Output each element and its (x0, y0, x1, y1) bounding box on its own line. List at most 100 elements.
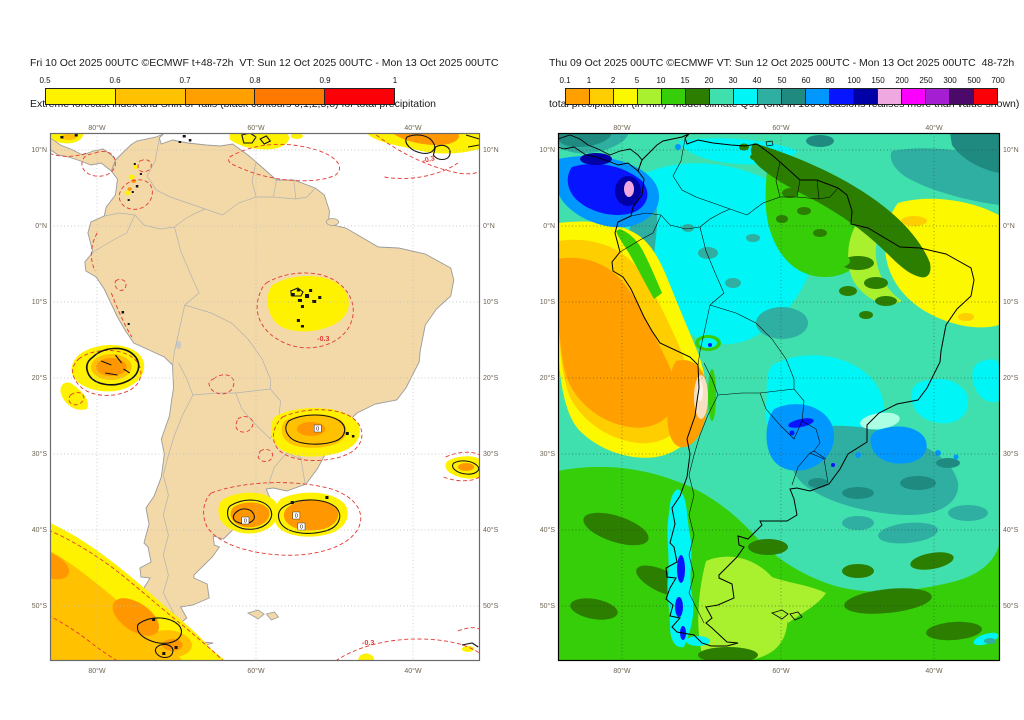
precip-tick: 60 (801, 76, 811, 85)
precip-tick: 250 (919, 76, 933, 85)
lon-tick: 40°W (925, 124, 943, 132)
efi-negative-contours (50, 134, 480, 661)
precip-tick: 50 (777, 76, 787, 85)
lon-tick: 80°W (613, 124, 631, 132)
lat-tick: 30°S (1003, 450, 1019, 458)
lat-tick: 50°S (32, 602, 48, 610)
precip-tick: 15 (680, 76, 690, 85)
axis-labels: 80°W 60°W 40°W 80°W 60°W 40°W 10°N 0°N 1… (31, 124, 498, 675)
lat-tick: 10°N (483, 146, 499, 154)
precip-tick: 500 (967, 76, 981, 85)
lon-tick: 40°W (404, 124, 422, 132)
lat-tick: 40°S (540, 526, 556, 534)
precip-tick: 80 (825, 76, 835, 85)
precip-colorbar-segment (733, 89, 757, 104)
lat-tick: 10°S (1003, 298, 1019, 306)
efi-tick: 1 (392, 76, 398, 85)
lat-tick: 20°S (32, 374, 48, 382)
precip-tick: 2 (610, 76, 616, 85)
contour-label: -0.3 (422, 155, 436, 165)
graticule (50, 133, 480, 661)
lat-tick: 30°S (540, 450, 556, 458)
lat-tick: 50°S (540, 602, 556, 610)
sot-zero-labels: 0 0 0 0 (241, 424, 322, 531)
efi-tick: 0.8 (249, 76, 261, 85)
precip-title-line1: Thu 09 Oct 2025 00UTC ©ECMWF VT: Sun 12 … (549, 57, 1015, 69)
precip-tick: 40 (752, 76, 762, 85)
precip-colorbar-ticks: 0.1 1 2 5 10 15 20 30 40 50 60 80 100 15… (559, 76, 1004, 86)
lat-tick: 30°S (32, 450, 48, 458)
efi-colorbar-ticks: 0.5 0.6 0.7 0.8 0.9 1 (39, 76, 398, 86)
efi-colorbar-segment (114, 89, 185, 104)
efi-tick: 0.7 (179, 76, 191, 85)
efi-colorbar-segment (46, 89, 115, 104)
lat-tick: 10°N (1003, 146, 1019, 154)
lat-tick: 0°N (543, 222, 555, 230)
lat-tick: 0°N (1003, 222, 1015, 230)
efi-tick: 0.6 (109, 76, 121, 85)
efi-title-line1: Fri 10 Oct 2025 00UTC ©ECMWF t+48-72h VT… (30, 57, 499, 69)
lon-tick: 80°W (88, 667, 106, 675)
precip-tick: 10 (656, 76, 666, 85)
efi-map: 0 0 0 0 -0.3 -0.3 -0.3 (31, 124, 498, 675)
lat-tick: 10°S (483, 298, 499, 306)
efi-shade-07 (50, 133, 475, 651)
precip-colorbar-segment (709, 89, 733, 104)
precip-tick: 100 (847, 76, 861, 85)
precip-tick: 5 (634, 76, 640, 85)
lon-tick: 80°W (613, 667, 631, 675)
efi-colorbar-segment (184, 89, 255, 104)
precip-colorbar-segment (973, 89, 997, 104)
precip-colorbar-segment (781, 89, 805, 104)
lat-tick: 40°S (32, 526, 48, 534)
sot-zero: 0 (316, 427, 319, 433)
precip-tick: 1 (586, 76, 592, 85)
precip-colorbar-segment (949, 89, 973, 104)
lat-tick: 0°N (35, 222, 47, 230)
precip-colorbar-segment (613, 89, 637, 104)
axis-labels: 80°W 60°W 40°W 80°W 60°W 40°W 10°N 0°N 1… (539, 124, 1018, 675)
lon-tick: 60°W (772, 124, 790, 132)
contour-label: -0.3 (317, 336, 329, 343)
efi-colorbar (45, 88, 395, 105)
precip-colorbar-segment (829, 89, 853, 104)
lat-tick: 20°S (1003, 374, 1019, 382)
sot-contours: 0 0 0 0 -0.3 -0.3 -0.3 (60, 133, 480, 659)
lat-tick: 10°N (31, 146, 47, 154)
lat-tick: 10°S (32, 298, 48, 306)
precip-colorbar-segment (757, 89, 781, 104)
precip-tick: 0.1 (559, 76, 571, 85)
lat-tick: 50°S (483, 602, 499, 610)
lon-tick: 60°W (247, 124, 265, 132)
map-frame (557, 132, 1001, 662)
precip-tick: 300 (943, 76, 957, 85)
lat-tick: 50°S (1003, 602, 1019, 610)
precip-colorbar-segment (685, 89, 709, 104)
precip-tick: 20 (704, 76, 714, 85)
precip-tick: 200 (895, 76, 909, 85)
sot-zero: 0 (244, 519, 247, 525)
landmass (50, 133, 455, 647)
precip-colorbar-segment (637, 89, 661, 104)
precip-colorbar-segment (925, 89, 949, 104)
precip-tick: 150 (871, 76, 885, 85)
precip-colorbar-segment (877, 89, 901, 104)
sot-zero: 0 (300, 525, 303, 531)
sot-zero: 0 (295, 514, 298, 520)
lat-tick: 40°S (483, 526, 499, 534)
precip-tick: 700 (991, 76, 1005, 85)
graticule (558, 133, 1000, 661)
lat-tick: 20°S (540, 374, 556, 382)
lat-tick: 10°S (540, 298, 556, 306)
contour-label: -0.3 (362, 640, 374, 647)
lon-tick: 40°W (404, 667, 422, 675)
lon-tick: 80°W (88, 124, 106, 132)
efi-contour-labels: -0.3 -0.3 -0.3 (317, 155, 435, 647)
efi-tick: 0.9 (319, 76, 331, 85)
lon-tick: 40°W (925, 667, 943, 675)
lon-tick: 60°W (247, 667, 265, 675)
lat-tick: 10°N (539, 146, 555, 154)
map-frame (49, 132, 481, 662)
precip-colorbar (565, 88, 998, 105)
